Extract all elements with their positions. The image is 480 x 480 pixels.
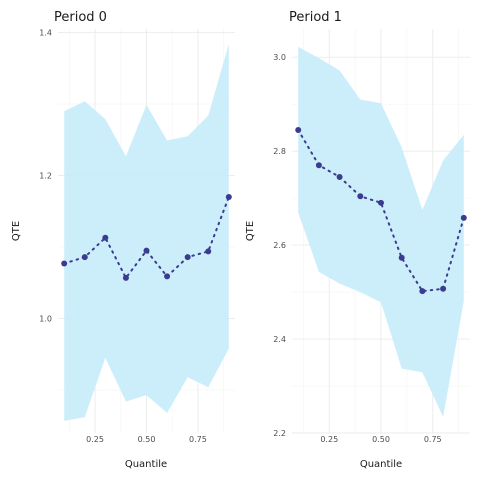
- y-tick-label: 3.0: [273, 53, 286, 62]
- y-tick-label: 2.6: [273, 241, 286, 250]
- data-point: [440, 285, 447, 292]
- x-tick-label: 0.75: [424, 435, 442, 444]
- x-tick-label: 0.50: [372, 435, 390, 444]
- data-point: [295, 127, 302, 133]
- panel-period-1: Period 1 2.2 2.4 2.6 2.8 3.0 0.25 0.50 0.75 Qu…: [245, 10, 470, 470]
- x-tick-label: 0.50: [138, 435, 156, 444]
- data-point: [315, 162, 322, 169]
- data-point: [419, 288, 426, 295]
- panel-title: Period 0: [54, 10, 107, 25]
- panel-title: Period 1: [289, 10, 342, 25]
- data-point: [205, 248, 212, 255]
- y-axis-label: QTE: [245, 221, 256, 241]
- estimate-line: [297, 129, 465, 293]
- estimate-points: [61, 194, 232, 281]
- data-point: [164, 273, 171, 280]
- x-axis-ticks: 0.25 0.50 0.75: [86, 435, 207, 444]
- data-point: [460, 214, 467, 221]
- data-point: [102, 234, 109, 241]
- confidence-band: [64, 44, 229, 421]
- x-axis-label: Quantile: [125, 459, 167, 470]
- x-axis-ticks: 0.25 0.50 0.75: [320, 435, 441, 444]
- x-tick-label: 0.25: [320, 435, 338, 444]
- y-tick-label: 2.8: [273, 147, 286, 156]
- data-point: [225, 194, 232, 201]
- y-tick-label: 1.2: [39, 172, 52, 181]
- x-axis-label: Quantile: [360, 459, 402, 470]
- y-axis-ticks: 1.0 1.2 1.4: [39, 29, 52, 324]
- y-axis-label: QTE: [11, 221, 22, 241]
- x-tick-label: 0.25: [86, 435, 104, 444]
- y-axis-ticks: 2.2 2.4 2.6 2.8 3.0: [273, 53, 286, 438]
- data-point: [357, 193, 364, 200]
- y-tick-label: 1.0: [39, 315, 52, 324]
- y-tick-label: 2.2: [273, 429, 286, 438]
- panel-period-0: Period 0 1.0 1.2 1.4 0.25 0.50 0.75 Quantile…: [11, 10, 235, 470]
- data-point: [398, 254, 405, 261]
- data-point: [336, 173, 343, 180]
- x-tick-label: 0.75: [189, 435, 207, 444]
- data-point: [122, 274, 129, 281]
- y-tick-label: 1.4: [39, 29, 52, 38]
- y-tick-label: 2.4: [273, 335, 286, 344]
- data-point: [378, 199, 384, 206]
- confidence-band: [298, 46, 464, 418]
- data-point: [143, 247, 150, 254]
- data-point: [81, 254, 88, 261]
- data-point: [184, 254, 191, 261]
- estimate-points: [295, 127, 467, 295]
- data-point: [61, 260, 68, 267]
